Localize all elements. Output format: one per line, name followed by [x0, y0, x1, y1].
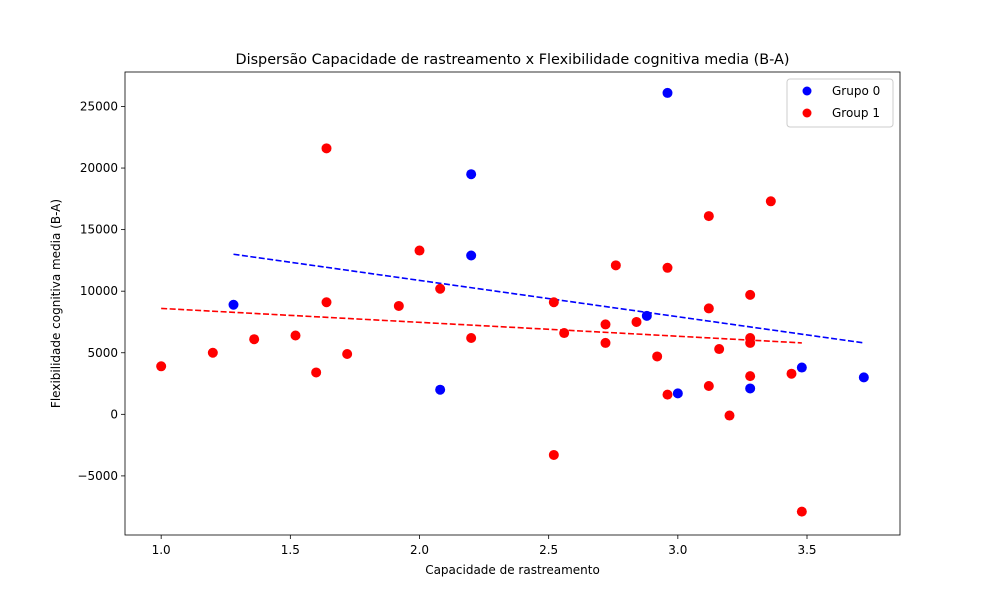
y-tick-label: −5000 — [77, 469, 118, 483]
data-point-group-1 — [600, 319, 611, 330]
y-tick-label: 15000 — [80, 223, 118, 237]
chart-title: Dispersão Capacidade de rastreamento x F… — [235, 52, 789, 68]
y-tick-label: 5000 — [87, 346, 118, 360]
data-point-group-1 — [765, 196, 776, 207]
y-tick-label: 20000 — [80, 161, 118, 175]
data-point-grupo-0 — [435, 384, 446, 395]
data-point-group-1 — [786, 368, 797, 379]
data-point-group-1 — [796, 506, 807, 517]
data-point-grupo-0 — [745, 383, 756, 394]
data-point-group-1 — [414, 245, 425, 256]
data-point-group-1 — [321, 143, 332, 154]
x-tick-label: 2.5 — [539, 543, 558, 557]
trend-line-group-1 — [161, 307, 802, 344]
y-tick-label: 25000 — [80, 99, 118, 113]
x-axis: 1.0 1.5 2.0 2.5 3.0 3.5 — [152, 535, 817, 557]
data-point-group-1 — [435, 283, 446, 294]
data-point-group-1 — [600, 337, 611, 348]
data-point-group-1 — [724, 410, 735, 421]
x-tick-label: 1.0 — [152, 543, 171, 557]
x-axis-title: Capacidade de rastreamento — [425, 563, 600, 577]
data-point-grupo-0 — [466, 169, 477, 180]
legend-marker-group-1 — [802, 108, 812, 118]
legend-box — [786, 78, 894, 128]
data-point-group-1 — [662, 262, 673, 273]
data-point-group-1 — [290, 330, 301, 341]
data-point-group-1 — [610, 260, 621, 271]
data-point-group-1 — [548, 297, 559, 308]
legend-label-grupo-0: Grupo 0 — [832, 84, 880, 98]
y-axis: −5000 0 5000 10000 15000 20000 25000 — [77, 99, 125, 483]
data-point-group-1 — [393, 300, 404, 311]
data-point-group-1 — [714, 344, 725, 355]
data-point-group-1 — [207, 347, 218, 358]
data-point-grupo-0 — [662, 87, 673, 98]
trend-line-grupo-0 — [233, 253, 864, 344]
data-point-group-1 — [703, 381, 714, 392]
data-point-group-1 — [745, 289, 756, 300]
data-point-group-1 — [249, 334, 260, 345]
data-point-group-1 — [703, 303, 714, 314]
data-point-group-1 — [156, 361, 167, 372]
y-tick-label: 10000 — [80, 284, 118, 298]
legend-marker-grupo-0 — [802, 86, 812, 96]
plot-frame — [124, 71, 901, 536]
y-axis-title: Flexibilidade cognitiva media (B-A) — [49, 199, 63, 408]
x-tick-label: 3.0 — [668, 543, 687, 557]
legend: Grupo 0 Group 1 — [786, 78, 894, 128]
data-point-group-1 — [703, 211, 714, 222]
series-grupo-0 — [228, 87, 869, 399]
x-tick-label: 3.5 — [797, 543, 816, 557]
data-point-grupo-0 — [858, 372, 869, 383]
x-tick-label: 2.0 — [410, 543, 429, 557]
x-tick-label: 1.5 — [281, 543, 300, 557]
data-point-grupo-0 — [466, 250, 477, 261]
series-group-1 — [156, 143, 807, 517]
plot-area — [156, 87, 869, 517]
data-point-group-1 — [466, 332, 477, 343]
data-point-group-1 — [321, 297, 332, 308]
data-point-grupo-0 — [672, 388, 683, 399]
data-point-group-1 — [311, 367, 322, 378]
data-point-group-1 — [745, 371, 756, 382]
data-point-grupo-0 — [228, 299, 239, 310]
data-point-grupo-0 — [796, 362, 807, 373]
data-point-group-1 — [631, 316, 642, 327]
legend-label-group-1: Group 1 — [832, 106, 880, 120]
y-tick-label: 0 — [110, 407, 118, 421]
data-point-group-1 — [548, 449, 559, 460]
data-point-group-1 — [342, 348, 353, 359]
data-point-group-1 — [652, 351, 663, 362]
data-point-group-1 — [662, 389, 673, 400]
